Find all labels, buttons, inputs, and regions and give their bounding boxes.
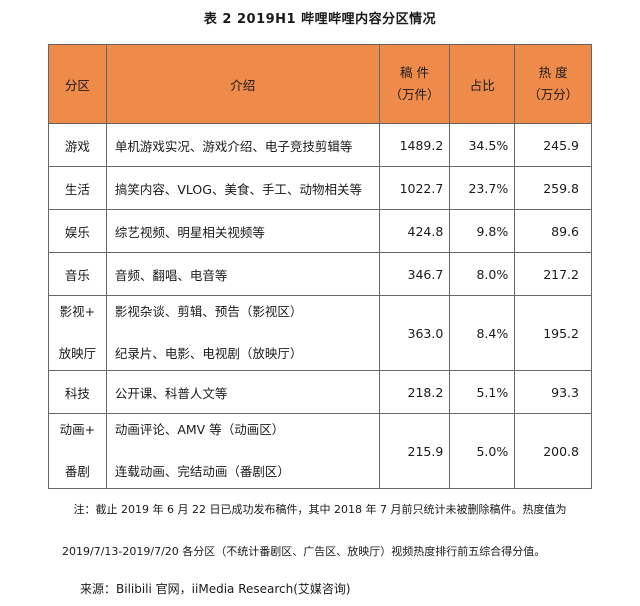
zone-cell: 动画+ 番剧 [48, 413, 107, 489]
heat-cell: 200.8 [514, 413, 592, 489]
zone-cell: 音乐 [48, 252, 107, 296]
header-posts: 稿 件 （万件） [378, 44, 451, 124]
zone-cell: 影视+ 放映厅 [48, 295, 107, 371]
share-cell: 23.7% [449, 166, 516, 210]
intro-cell: 影视杂谈、剪辑、预告（影视区） 纪录片、电影、电视剧（放映厅） [105, 295, 380, 371]
table-row: 影视+ 放映厅 影视杂谈、剪辑、预告（影视区） 纪录片、电影、电视剧（放映厅） … [48, 295, 592, 371]
header-intro: 介绍 [105, 44, 380, 124]
zone-cell: 娱乐 [48, 209, 107, 253]
posts-cell: 346.7 [378, 252, 451, 296]
zone-line1: 影视+ [59, 304, 96, 319]
posts-cell: 1489.2 [378, 123, 451, 167]
header-heat-line2: （万分） [528, 87, 579, 102]
posts-cell: 215.9 [378, 413, 451, 489]
table-row: 娱乐 综艺视频、明星相关视频等 424.8 9.8% 89.6 [48, 209, 592, 253]
zone-cell: 生活 [48, 166, 107, 210]
zone-cell: 科技 [48, 370, 107, 414]
intro-cell: 搞笑内容、VLOG、美食、手工、动物相关等 [105, 166, 380, 210]
intro-line2: 纪录片、电影、电视剧（放映厅） [114, 346, 303, 361]
share-cell: 8.4% [449, 295, 516, 371]
intro-line1: 动画评论、AMV 等（动画区） [114, 422, 285, 437]
heat-cell: 89.6 [514, 209, 592, 253]
share-cell: 5.0% [449, 413, 516, 489]
posts-cell: 424.8 [378, 209, 451, 253]
table-row: 游戏 单机游戏实况、游戏介绍、电子竞技剪辑等 1489.2 34.5% 245.… [48, 123, 592, 167]
zone-table: 分区 介绍 稿 件 （万件） 占比 热 度 （万分） 游戏 单机游戏实况、游戏介… [48, 44, 592, 489]
table-row: 生活 搞笑内容、VLOG、美食、手工、动物相关等 1022.7 23.7% 25… [48, 166, 592, 210]
heat-cell: 93.3 [514, 370, 592, 414]
zone-cell: 游戏 [48, 123, 107, 167]
table-title: 表 2 2019H1 哔哩哔哩内容分区情况 [203, 12, 437, 27]
header-posts-line1: 稿 件 [400, 65, 429, 80]
intro-line1: 影视杂谈、剪辑、预告（影视区） [114, 304, 303, 319]
intro-cell: 动画评论、AMV 等（动画区） 连载动画、完结动画（番剧区） [105, 413, 380, 489]
zone-line2: 番剧 [64, 464, 90, 479]
heat-cell: 195.2 [514, 295, 592, 371]
table-row: 动画+ 番剧 动画评论、AMV 等（动画区） 连载动画、完结动画（番剧区） 21… [48, 413, 592, 489]
source-note: 来源：Bilibili 官网，iiMedia Research(艾媒咨询) [80, 582, 351, 596]
posts-cell: 218.2 [378, 370, 451, 414]
table-row: 科技 公开课、科普人文等 218.2 5.1% 93.3 [48, 370, 592, 414]
footnote-line2: 2019/7/13-2019/7/20 各分区（不统计番剧区、广告区、放映厅）视… [62, 545, 546, 558]
intro-cell: 音频、翻唱、电音等 [105, 252, 380, 296]
header-posts-line2: （万件） [389, 87, 440, 102]
zone-line2: 放映厅 [58, 346, 97, 361]
share-cell: 8.0% [449, 252, 516, 296]
header-heat: 热 度 （万分） [514, 44, 592, 124]
intro-cell: 公开课、科普人文等 [105, 370, 380, 414]
header-share: 占比 [449, 44, 516, 124]
footnote-line1: 注：截止 2019 年 6 月 22 日已成功发布稿件，其中 2018 年 7 … [73, 503, 567, 516]
header-heat-line1: 热 度 [538, 65, 568, 80]
intro-cell: 单机游戏实况、游戏介绍、电子竞技剪辑等 [105, 123, 380, 167]
intro-line2: 连载动画、完结动画（番剧区） [114, 464, 290, 479]
header-row: 分区 介绍 稿 件 （万件） 占比 热 度 （万分） [48, 44, 592, 124]
heat-cell: 245.9 [514, 123, 592, 167]
share-cell: 5.1% [449, 370, 516, 414]
posts-cell: 363.0 [378, 295, 451, 371]
heat-cell: 259.8 [514, 166, 592, 210]
heat-cell: 217.2 [514, 252, 592, 296]
intro-cell: 综艺视频、明星相关视频等 [105, 209, 380, 253]
zone-line1: 动画+ [59, 422, 96, 437]
share-cell: 34.5% [449, 123, 516, 167]
posts-cell: 1022.7 [378, 166, 451, 210]
share-cell: 9.8% [449, 209, 516, 253]
header-zone: 分区 [48, 44, 107, 124]
table-row: 音乐 音频、翻唱、电音等 346.7 8.0% 217.2 [48, 252, 592, 296]
